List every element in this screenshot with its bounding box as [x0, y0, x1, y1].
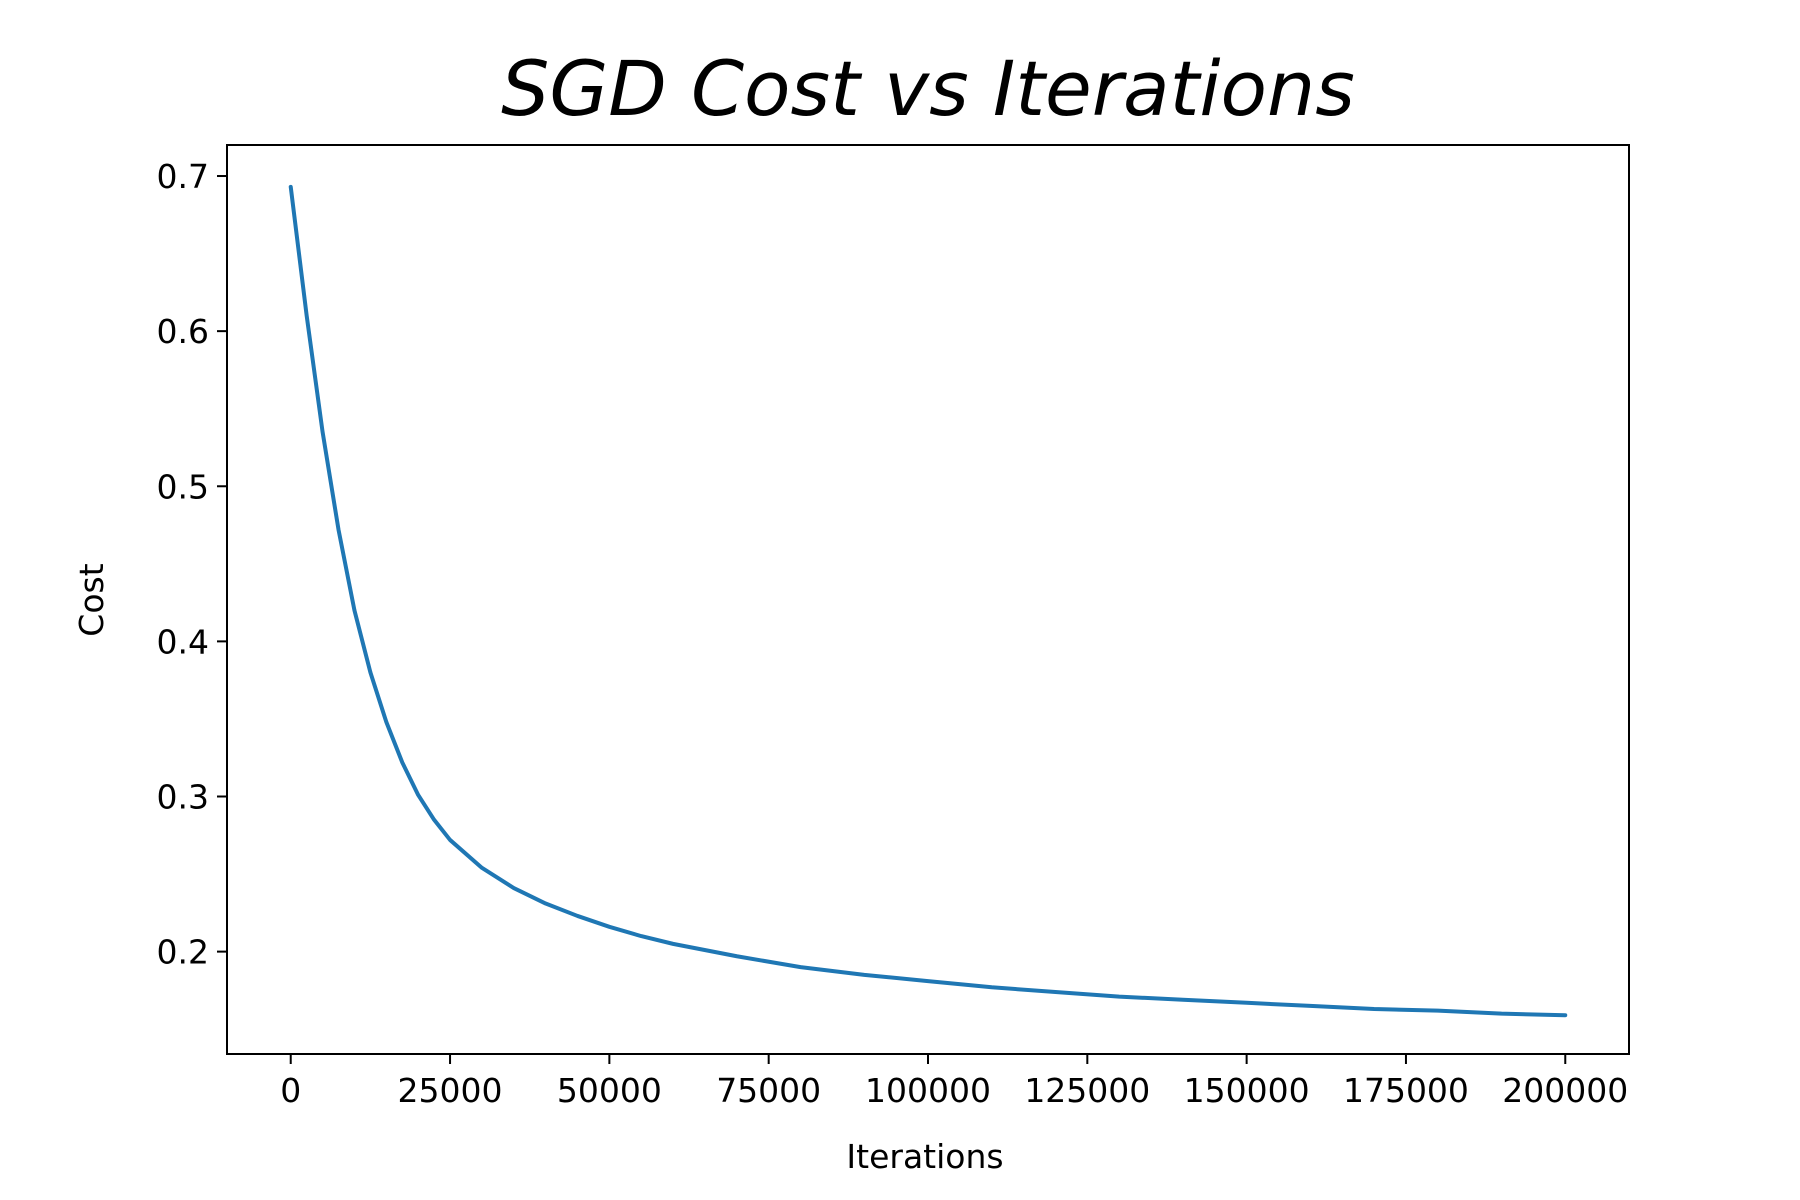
plot-area-frame — [226, 144, 1630, 1055]
x-tick-label: 50000 — [557, 1071, 662, 1110]
chart-title: SGD Cost vs Iterations — [501, 44, 1355, 133]
x-tick-label: 75000 — [716, 1071, 821, 1110]
x-tick-label: 175000 — [1343, 1071, 1469, 1110]
x-axis-label: Iterations — [846, 1137, 1003, 1176]
y-tick-label: 0.3 — [157, 778, 209, 817]
y-tick-label: 0.6 — [157, 312, 209, 351]
y-axis-label: Cost — [72, 563, 111, 636]
x-tick-label: 200000 — [1502, 1071, 1628, 1110]
x-tick-label: 100000 — [865, 1071, 991, 1110]
y-axis-ticks: 0.2 0.3 0.4 0.5 0.6 0.7 — [157, 157, 227, 972]
y-tick-label: 0.5 — [157, 467, 209, 506]
y-tick-label: 0.4 — [157, 622, 209, 661]
y-tick-label: 0.7 — [157, 157, 209, 196]
x-tick-label: 0 — [280, 1071, 301, 1110]
x-axis-ticks: 0 25000 50000 75000 100000 125000 150000 175000… — [280, 1054, 1628, 1110]
series-line — [288, 184, 1568, 1018]
y-tick-label: 0.2 — [157, 933, 209, 972]
x-tick-label: 150000 — [1184, 1071, 1310, 1110]
x-tick-label: 125000 — [1024, 1071, 1150, 1110]
x-tick-label: 25000 — [398, 1071, 503, 1110]
